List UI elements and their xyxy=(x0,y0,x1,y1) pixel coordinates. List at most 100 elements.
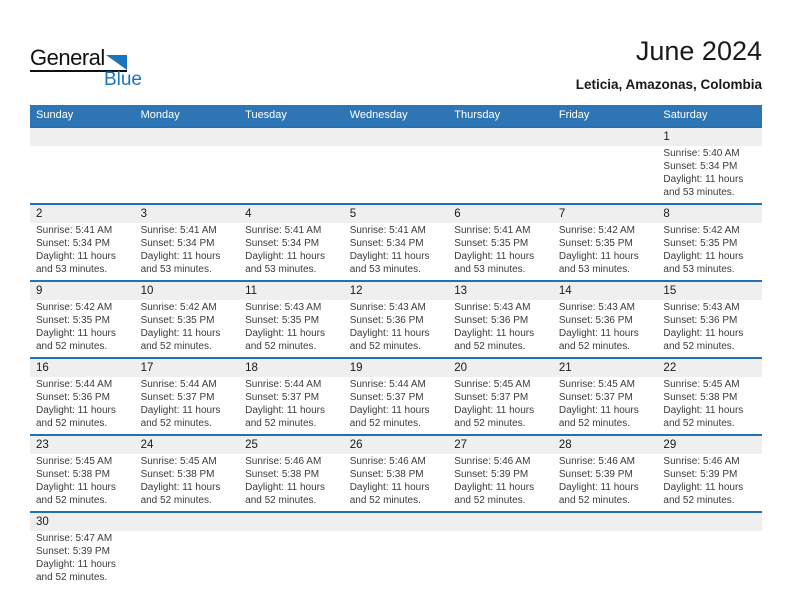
empty-day-number xyxy=(657,513,762,531)
sunrise-line: Sunrise: 5:44 AM xyxy=(140,379,217,390)
sunset-line: Sunset: 5:38 PM xyxy=(36,469,110,480)
day-cell-15: Sunrise: 5:43 AM Sunset: 5:36 PM Daylight:… xyxy=(657,300,762,357)
empty-day-cell xyxy=(553,531,658,588)
day-cell-10: Sunrise: 5:42 AM Sunset: 5:35 PM Daylight:… xyxy=(135,300,240,357)
day-detail-band: Sunrise: 5:42 AM Sunset: 5:35 PM Daylight:… xyxy=(30,300,762,357)
day-detail-band: Sunrise: 5:44 AM Sunset: 5:36 PM Daylight:… xyxy=(30,377,762,434)
day-number-12: 12 xyxy=(349,285,363,297)
sunrise-line: Sunrise: 5:41 AM xyxy=(140,225,217,236)
day-number-22: 22 xyxy=(663,362,677,374)
weeks-container: 1 Sunrise: 5:40 AM Sunset: 5:34 PM Daylight… xyxy=(30,126,762,588)
empty-day-cell xyxy=(135,146,240,203)
day-cell-27: Sunrise: 5:46 AM Sunset: 5:39 PM Daylight:… xyxy=(448,454,553,511)
day-cell-9: Sunrise: 5:42 AM Sunset: 5:35 PM Daylight:… xyxy=(30,300,135,357)
sunrise-line: Sunrise: 5:43 AM xyxy=(349,302,426,313)
day-cell-13: Sunrise: 5:43 AM Sunset: 5:36 PM Daylight:… xyxy=(448,300,553,357)
daylight-line: Daylight: 11 hours and 52 minutes. xyxy=(245,328,325,352)
day-cell-29: Sunrise: 5:46 AM Sunset: 5:39 PM Daylight:… xyxy=(657,454,762,511)
sunrise-line: Sunrise: 5:43 AM xyxy=(558,302,635,313)
sunset-line: Sunset: 5:36 PM xyxy=(349,315,424,326)
day-number-band: 30 xyxy=(30,513,762,531)
day-cell-16: Sunrise: 5:44 AM Sunset: 5:36 PM Daylight:… xyxy=(30,377,135,434)
daylight-line: Daylight: 11 hours and 53 minutes. xyxy=(454,251,535,275)
daylight-line: Daylight: 11 hours and 52 minutes. xyxy=(140,328,221,352)
empty-day-cell xyxy=(657,531,762,588)
daylight-line: Daylight: 11 hours and 53 minutes. xyxy=(349,251,430,275)
day-number-29: 29 xyxy=(663,439,677,451)
day-cell-22: Sunrise: 5:45 AM Sunset: 5:38 PM Daylight:… xyxy=(657,377,762,434)
logo-top-row: General xyxy=(30,47,127,72)
weekday-header-tuesday: Tuesday xyxy=(245,109,287,121)
day-cell-11: Sunrise: 5:43 AM Sunset: 5:35 PM Daylight:… xyxy=(239,300,344,357)
week-row-5: 23 24 25 26 27 28 29 Sunrise: 5:45 AM Sunset: 5:… xyxy=(30,434,762,511)
logo-text-blue: Blue xyxy=(103,69,142,90)
day-cell-1: Sunrise: 5:40 AM Sunset: 5:34 PM Daylight:… xyxy=(657,146,762,203)
week-row-3: 9 10 11 12 13 14 15 Sunrise: 5:42 AM Sunset: 5:3… xyxy=(30,280,762,357)
sunset-line: Sunset: 5:37 PM xyxy=(454,392,529,403)
day-number-band: 23 24 25 26 27 28 29 xyxy=(30,436,762,454)
day-number-band: 1 xyxy=(30,128,762,146)
sunset-line: Sunset: 5:36 PM xyxy=(663,315,738,326)
day-cell-28: Sunrise: 5:46 AM Sunset: 5:39 PM Daylight:… xyxy=(553,454,658,511)
daylight-line: Daylight: 11 hours and 52 minutes. xyxy=(140,405,221,429)
daylight-line: Daylight: 11 hours and 53 minutes. xyxy=(558,251,639,275)
empty-day-cell xyxy=(30,146,135,203)
empty-day-number xyxy=(344,513,449,531)
day-number-7: 7 xyxy=(558,208,566,220)
sunrise-line: Sunrise: 5:45 AM xyxy=(140,456,217,467)
day-number-17: 17 xyxy=(140,362,154,374)
day-cell-30: Sunrise: 5:47 AM Sunset: 5:39 PM Daylight:… xyxy=(30,531,135,588)
sunset-line: Sunset: 5:34 PM xyxy=(349,238,424,249)
sunrise-line: Sunrise: 5:43 AM xyxy=(663,302,740,313)
day-number-9: 9 xyxy=(36,285,43,297)
sunrise-line: Sunrise: 5:45 AM xyxy=(36,456,113,467)
empty-day-cell xyxy=(239,146,344,203)
day-cell-25: Sunrise: 5:46 AM Sunset: 5:38 PM Daylight:… xyxy=(239,454,344,511)
day-number-21: 21 xyxy=(558,362,572,374)
logo-text-general: General xyxy=(30,45,105,70)
header-titles: June 2024 Leticia, Amazonas, Colombia xyxy=(576,36,762,92)
day-detail-band: Sunrise: 5:47 AM Sunset: 5:39 PM Daylight:… xyxy=(30,531,762,588)
empty-day-cell xyxy=(448,146,553,203)
week-row-4: 16 17 18 19 20 21 22 Sunrise: 5:44 AM Sunset: 5:… xyxy=(30,357,762,434)
day-detail-band: Sunrise: 5:45 AM Sunset: 5:38 PM Daylight:… xyxy=(30,454,762,511)
daylight-line: Daylight: 11 hours and 52 minutes. xyxy=(36,405,116,429)
weekday-header-saturday: Saturday xyxy=(663,109,708,121)
sunrise-line: Sunrise: 5:41 AM xyxy=(245,225,322,236)
sunset-line: Sunset: 5:36 PM xyxy=(36,392,110,403)
sunrise-line: Sunrise: 5:44 AM xyxy=(349,379,426,390)
sunset-line: Sunset: 5:34 PM xyxy=(36,238,110,249)
day-number-14: 14 xyxy=(558,285,572,297)
sunset-line: Sunset: 5:34 PM xyxy=(663,161,738,172)
sunrise-line: Sunrise: 5:45 AM xyxy=(454,379,531,390)
empty-day-number xyxy=(553,128,658,146)
sunrise-line: Sunrise: 5:41 AM xyxy=(36,225,113,236)
sunrise-line: Sunrise: 5:43 AM xyxy=(245,302,322,313)
daylight-line: Daylight: 11 hours and 53 minutes. xyxy=(663,174,744,198)
day-number-2: 2 xyxy=(36,208,43,220)
sunset-line: Sunset: 5:38 PM xyxy=(140,469,215,480)
daylight-line: Daylight: 11 hours and 53 minutes. xyxy=(140,251,221,275)
day-cell-7: Sunrise: 5:42 AM Sunset: 5:35 PM Daylight:… xyxy=(553,223,658,280)
day-detail-band: Sunrise: 5:40 AM Sunset: 5:34 PM Daylight:… xyxy=(30,146,762,203)
sunrise-line: Sunrise: 5:42 AM xyxy=(663,225,740,236)
day-number-24: 24 xyxy=(140,439,154,451)
sunrise-line: Sunrise: 5:42 AM xyxy=(558,225,635,236)
sunset-line: Sunset: 5:39 PM xyxy=(454,469,529,480)
day-number-band: 2 3 4 5 6 7 8 xyxy=(30,205,762,223)
sunset-line: Sunset: 5:35 PM xyxy=(454,238,529,249)
day-number-5: 5 xyxy=(349,208,357,220)
daylight-line: Daylight: 11 hours and 52 minutes. xyxy=(349,328,430,352)
sunrise-line: Sunrise: 5:43 AM xyxy=(454,302,531,313)
sunrise-line: Sunrise: 5:46 AM xyxy=(663,456,740,467)
day-cell-14: Sunrise: 5:43 AM Sunset: 5:36 PM Daylight:… xyxy=(553,300,658,357)
day-number-11: 11 xyxy=(245,285,258,297)
day-cell-12: Sunrise: 5:43 AM Sunset: 5:36 PM Daylight:… xyxy=(344,300,449,357)
daylight-line: Daylight: 11 hours and 52 minutes. xyxy=(454,405,535,429)
logo-bottom-row: Blue xyxy=(30,70,148,90)
sunset-line: Sunset: 5:38 PM xyxy=(663,392,738,403)
sunset-line: Sunset: 5:35 PM xyxy=(36,315,110,326)
sunrise-line: Sunrise: 5:45 AM xyxy=(558,379,635,390)
day-number-10: 10 xyxy=(140,285,154,297)
day-number-18: 18 xyxy=(245,362,258,374)
